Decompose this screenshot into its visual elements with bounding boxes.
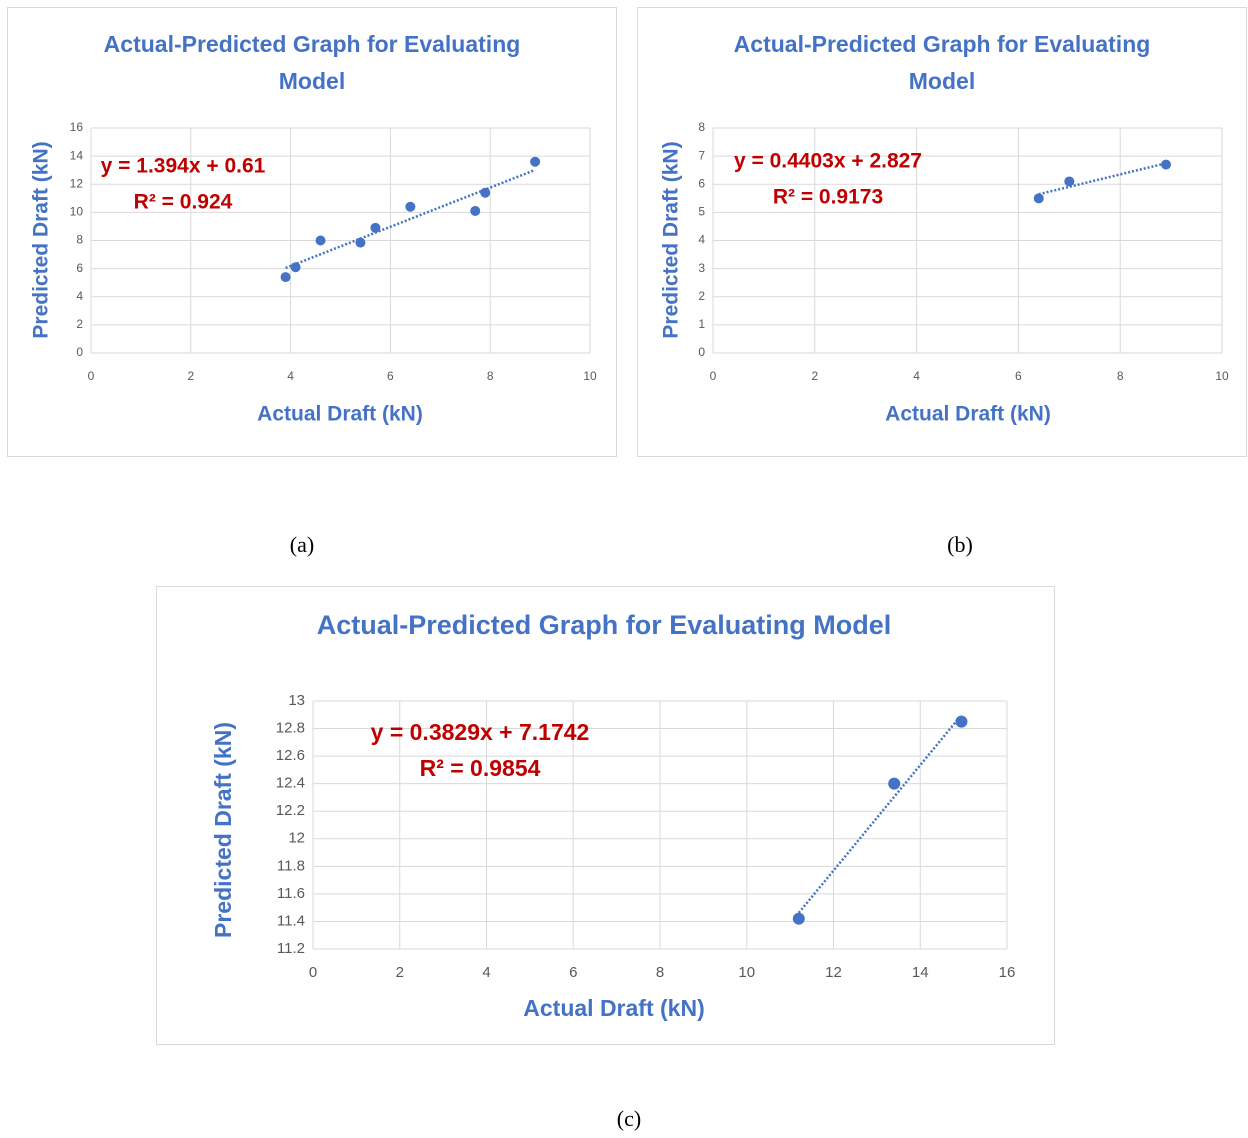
y-tick-label: 2: [76, 317, 83, 331]
point: [355, 237, 366, 248]
y-tick-label: 12: [70, 176, 84, 190]
y-tick-label: 11.6: [277, 885, 305, 902]
x-tick-label: 2: [396, 964, 404, 981]
chart-frame: [637, 7, 1247, 457]
x-tick-label: 4: [482, 964, 490, 981]
y-tick-label: 13: [288, 692, 305, 709]
y-tick-label: 5: [698, 205, 705, 219]
point: [405, 201, 416, 212]
point: [1064, 176, 1075, 187]
y-tick-label: 8: [76, 233, 83, 247]
y-tick-label: 16: [70, 120, 84, 134]
y-tick-label: 12.4: [276, 775, 305, 792]
x-axis-title: Actual Draft (kN): [885, 403, 1051, 426]
point: [480, 187, 491, 198]
x-tick-label: 2: [187, 369, 194, 383]
x-tick-label: 10: [583, 369, 597, 383]
trendline: [285, 168, 536, 270]
y-tick-label: 4: [698, 233, 705, 247]
y-tick-label: 0: [76, 345, 83, 359]
y-tick-label: 11.8: [277, 857, 305, 874]
caption: (b): [947, 532, 973, 557]
point: [530, 156, 541, 167]
y-axis-title: Predicted Draft (kN): [30, 141, 53, 338]
r-squared: R² = 0.924: [134, 191, 233, 214]
x-tick-label: 8: [487, 369, 494, 383]
y-tick-label: 12.8: [276, 720, 305, 737]
x-tick-label: 0: [309, 964, 317, 981]
y-axis-title: Predicted Draft (kN): [210, 722, 236, 938]
x-tick-label: 0: [710, 369, 717, 383]
chart-title: Actual-Predicted Graph for Evaluating Mo…: [103, 31, 521, 94]
y-tick-label: 7: [698, 148, 705, 162]
y-axis-title: Predicted Draft (kN): [660, 141, 683, 338]
x-tick-label: 6: [569, 964, 577, 981]
trendline-equation: y = 0.4403x + 2.827: [734, 150, 922, 173]
x-tick-label: 6: [1015, 369, 1022, 383]
x-tick-label: 10: [1215, 369, 1229, 383]
x-tick-label: 8: [656, 964, 664, 981]
x-tick-label: 10: [738, 964, 755, 981]
y-tick-label: 12.6: [276, 747, 305, 764]
y-tick-label: 3: [698, 261, 705, 275]
chart-frame: [156, 586, 1055, 1045]
y-tick-label: 12.2: [276, 802, 305, 819]
caption: (a): [289, 532, 315, 557]
y-tick-label: 14: [70, 148, 84, 162]
y-tick-label: 8: [698, 120, 705, 134]
point: [370, 222, 381, 233]
y-tick-label: 1: [698, 317, 705, 331]
chart-frame: [7, 7, 617, 457]
point: [1033, 193, 1044, 204]
caption: (c): [616, 1106, 642, 1131]
x-tick-label: 16: [999, 964, 1016, 981]
trendline-equation: y = 1.394x + 0.61: [101, 155, 266, 178]
point: [888, 777, 901, 790]
y-tick-label: 6: [698, 176, 705, 190]
trendline: [797, 714, 963, 914]
point: [315, 235, 326, 246]
trendline: [1038, 162, 1167, 196]
y-tick-label: 11.2: [277, 940, 305, 957]
trendline-equation: y = 0.3829x + 7.1742: [371, 719, 590, 745]
x-tick-label: 0: [88, 369, 95, 383]
r-squared: R² = 0.9173: [773, 186, 883, 209]
y-tick-label: 0: [698, 345, 705, 359]
x-tick-label: 14: [912, 964, 929, 981]
point: [1161, 159, 1172, 170]
point: [955, 715, 968, 728]
r-squared: R² = 0.9854: [420, 755, 541, 781]
point: [290, 262, 301, 273]
x-tick-label: 4: [287, 369, 294, 383]
x-tick-label: 8: [1117, 369, 1124, 383]
x-axis-title: Actual Draft (kN): [257, 403, 423, 426]
y-tick-label: 11.4: [277, 912, 305, 929]
y-tick-label: 2: [698, 289, 705, 303]
y-tick-label: 6: [76, 261, 83, 275]
point: [792, 912, 805, 925]
y-tick-label: 10: [70, 205, 84, 219]
y-tick-label: 4: [76, 289, 83, 303]
point: [280, 272, 291, 283]
chart-title: Actual-Predicted Graph for Evaluating Mo…: [316, 610, 892, 640]
x-tick-label: 4: [913, 369, 920, 383]
x-tick-label: 2: [811, 369, 818, 383]
x-axis-title: Actual Draft (kN): [523, 995, 704, 1021]
x-tick-label: 6: [387, 369, 394, 383]
chart-title: Actual-Predicted Graph for Evaluating Mo…: [733, 31, 1151, 94]
y-tick-label: 12: [288, 830, 305, 847]
x-tick-label: 12: [825, 964, 842, 981]
point: [470, 205, 481, 216]
